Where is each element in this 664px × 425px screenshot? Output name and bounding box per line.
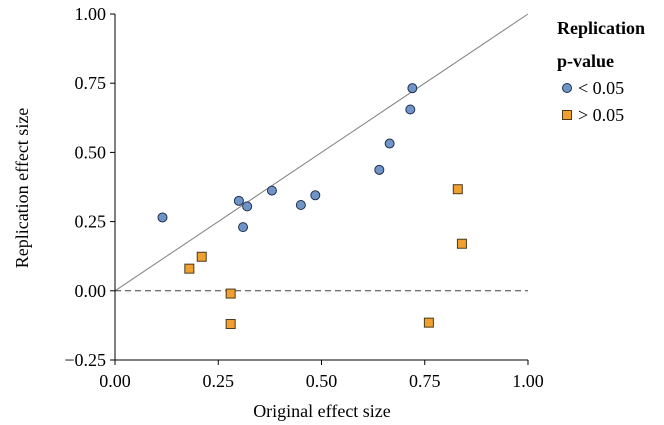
legend-title-line1: Replication bbox=[557, 18, 645, 38]
x-tick-label: 0.00 bbox=[99, 371, 131, 391]
y-tick-label: 0.25 bbox=[75, 212, 107, 232]
point-significant bbox=[407, 83, 418, 94]
point-nonsignificant bbox=[423, 317, 434, 328]
point-significant bbox=[384, 138, 395, 149]
y-tick-label: 1.00 bbox=[75, 4, 107, 24]
x-tick-label: 0.50 bbox=[306, 371, 338, 391]
legend-label: < 0.05 bbox=[578, 78, 624, 98]
data-points bbox=[157, 83, 467, 330]
point-nonsignificant bbox=[452, 184, 463, 195]
x-tick-label: 0.75 bbox=[409, 371, 441, 391]
point-significant bbox=[242, 201, 253, 212]
point-significant bbox=[157, 212, 168, 223]
legend-circle-marker bbox=[562, 83, 572, 93]
point-significant bbox=[295, 199, 306, 210]
point-significant bbox=[266, 185, 277, 196]
point-significant bbox=[238, 222, 249, 233]
point-nonsignificant bbox=[196, 251, 207, 262]
x-tick-label: 0.25 bbox=[203, 371, 235, 391]
legend-square-marker bbox=[562, 110, 572, 120]
x-axis-ticks: 0.00 0.25 0.50 0.75 1.00 bbox=[99, 360, 544, 391]
legend-items: < 0.05 > 0.05 bbox=[562, 78, 624, 125]
point-nonsignificant bbox=[456, 238, 467, 249]
point-significant bbox=[405, 104, 416, 115]
point-nonsignificant bbox=[225, 288, 236, 299]
reference-lines bbox=[114, 13, 529, 292]
point-nonsignificant bbox=[225, 319, 236, 330]
point-significant bbox=[233, 195, 244, 206]
legend-title-line2: p-value bbox=[557, 51, 614, 71]
y-tick-label: 0.00 bbox=[75, 281, 107, 301]
y-tick-label: −0.25 bbox=[64, 350, 106, 370]
y-tick-label: 0.75 bbox=[75, 73, 107, 93]
axes bbox=[114, 14, 528, 361]
point-nonsignificant bbox=[184, 263, 195, 274]
legend-label: > 0.05 bbox=[578, 105, 624, 125]
y-tick-label: 0.50 bbox=[75, 142, 107, 162]
legend: Replication p-value < 0.05 > 0.05 bbox=[557, 18, 645, 125]
point-significant bbox=[374, 164, 385, 175]
x-axis-title: Original effect size bbox=[253, 401, 391, 421]
y-axis-ticks: −0.25 0.00 0.25 0.50 0.75 1.00 bbox=[64, 4, 115, 370]
x-tick-label: 1.00 bbox=[512, 371, 544, 391]
point-significant bbox=[310, 190, 321, 201]
identity-line bbox=[114, 13, 529, 292]
y-axis-title: Replication effect size bbox=[12, 108, 32, 269]
